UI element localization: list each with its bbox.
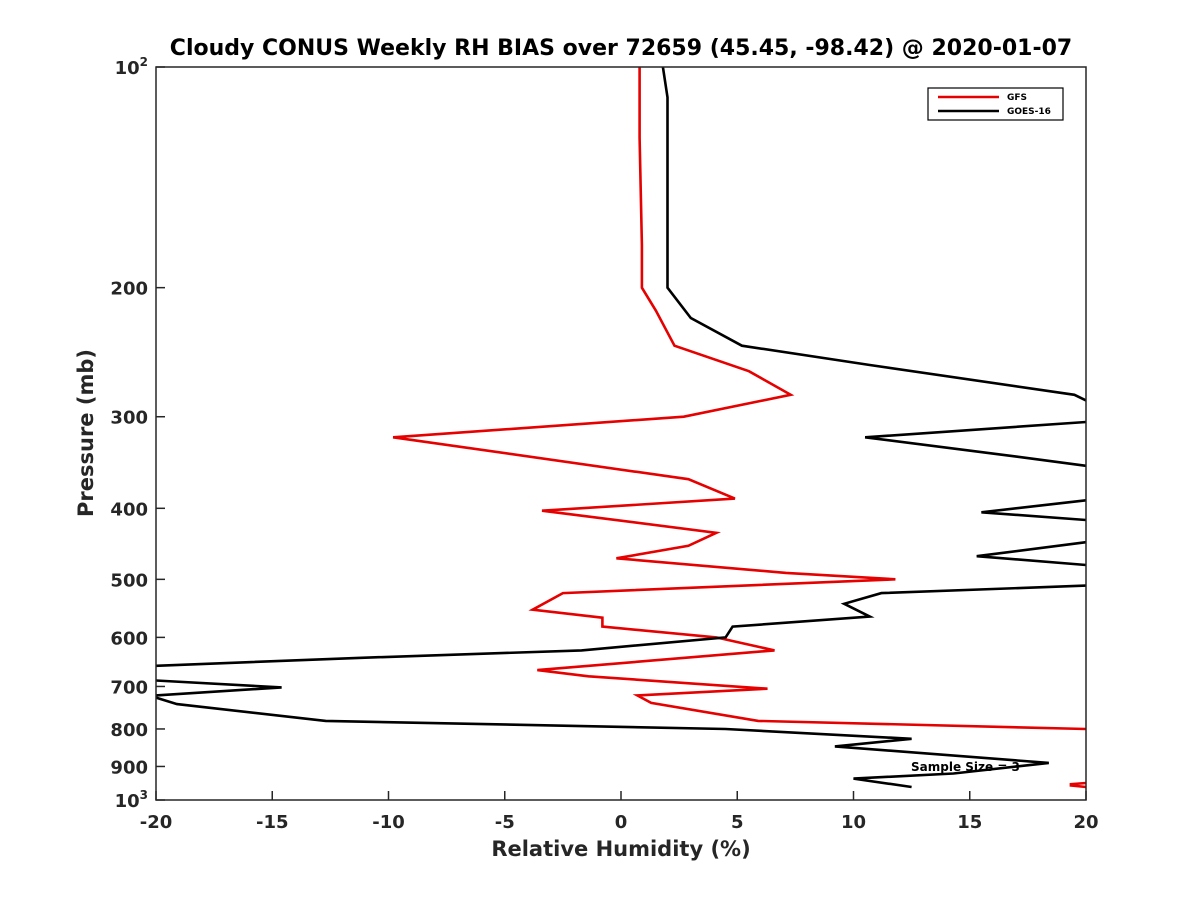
legend-box: [927, 87, 1064, 121]
x-axis-label: Relative Humidity (%): [491, 837, 750, 861]
series-line-goes-16-1: [864, 420, 1087, 468]
x-tick-label: 0: [615, 812, 628, 833]
y-tick-label: 200: [110, 279, 148, 300]
series-line-goes-16-5: [155, 679, 282, 697]
series-line-goes-16-0: [661, 66, 1087, 402]
x-tick-label: -15: [256, 812, 289, 833]
legend-label-goes16: GOES-16: [1007, 107, 1051, 117]
series-line-gfs-1: [1069, 781, 1087, 786]
y-tick-label: 900: [110, 757, 148, 778]
legend: GFS GOES-16: [927, 87, 1064, 121]
y-tick-label: 103: [115, 788, 148, 812]
series-line-goes-16-3: [976, 540, 1087, 567]
legend-label-gfs: GFS: [1007, 93, 1027, 103]
sample-size-annotation: Sample Size = 3: [911, 760, 1020, 774]
x-tick-label: 10: [841, 812, 866, 833]
y-tick-label: 300: [110, 408, 148, 429]
x-tick-label: -5: [495, 812, 515, 833]
series-line-goes-16-2: [981, 499, 1087, 522]
y-tick-label: 700: [110, 677, 148, 698]
y-tick-label: 400: [110, 499, 148, 520]
y-tick-label: 800: [110, 720, 148, 741]
chart-title: Cloudy CONUS Weekly RH BIAS over 72659 (…: [170, 36, 1072, 61]
y-ticks: 102 200 300 400 500 600 700 800 900 103: [110, 55, 165, 812]
y-axis-label: Pressure (mb): [74, 349, 98, 517]
x-ticks: -20 -15 -10 -5 0 5 10 15 20: [140, 791, 1099, 833]
series-line-goes-16-6: [155, 696, 1049, 789]
plot-area: -20 -15 -10 -5 0 5 10 15 20 102 200 300 400 500 600 70…: [110, 55, 1098, 833]
x-tick-label: -10: [372, 812, 405, 833]
x-tick-label: -20: [140, 812, 173, 833]
x-tick-label: 15: [957, 812, 982, 833]
series-line-goes-16-4: [155, 584, 1087, 668]
y-tick-label: 600: [110, 628, 148, 649]
axes-box: [155, 66, 1087, 801]
y-tick-label: 500: [110, 570, 148, 591]
series-line-gfs-0: [392, 67, 1087, 731]
series-layer: [155, 66, 1087, 789]
series-line-gfs-2: [1069, 784, 1087, 789]
x-tick-label: 20: [1073, 812, 1098, 833]
y-tick-label: 102: [115, 55, 148, 79]
x-tick-label: 5: [731, 812, 744, 833]
